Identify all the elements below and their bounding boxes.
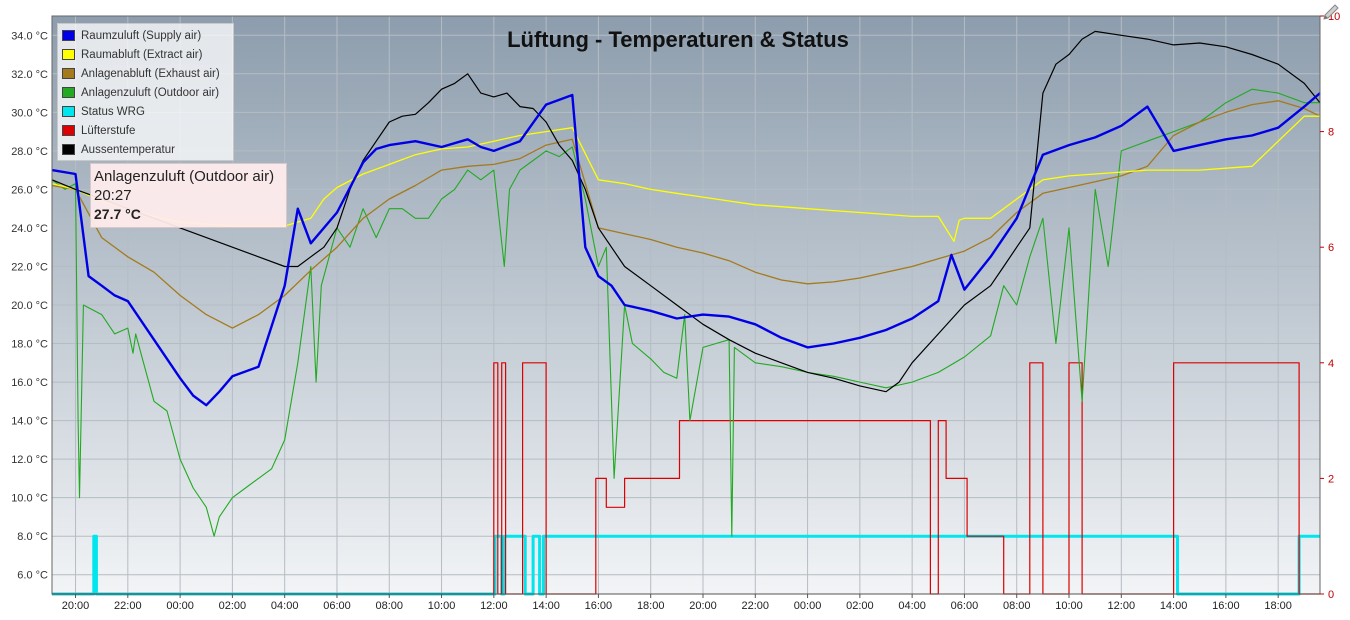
y-left-tick-label: 22.0 °C: [11, 261, 48, 273]
x-tick-label: 12:00: [480, 600, 508, 612]
x-tick-label: 20:00: [62, 600, 90, 612]
x-tick-label: 02:00: [219, 600, 247, 612]
legend-swatch: [62, 87, 75, 98]
x-tick-label: 10:00: [428, 600, 456, 612]
left-axis: 6.0 °C 8.0 °C 10.0 °C 12.0 °C 14.0 °C 16.0 °C…: [11, 30, 48, 581]
x-tick-label: 22:00: [114, 600, 142, 612]
x-tick-label: 04:00: [271, 600, 299, 612]
x-tick-label: 16:00: [1212, 600, 1240, 612]
x-axis: 20:00 22:00 00:00 02:00 04:00 06:00 08:00 10:00…: [62, 594, 1292, 612]
x-tick-label: 12:00: [1108, 600, 1136, 612]
legend-item[interactable]: Raumzuluft (Supply air): [58, 26, 233, 45]
legend-swatch: [62, 30, 75, 41]
legend-swatch: [62, 68, 75, 79]
x-tick-label: 20:00: [689, 600, 717, 612]
x-tick-label: 14:00: [532, 600, 560, 612]
legend-item[interactable]: Raumabluft (Extract air): [58, 45, 233, 64]
y-left-tick-label: 12.0 °C: [11, 454, 48, 466]
legend-item[interactable]: Anlagenzuluft (Outdoor air): [58, 83, 233, 102]
legend-label: Anlagenzuluft (Outdoor air): [81, 86, 220, 99]
y-left-tick-label: 18.0 °C: [11, 339, 48, 351]
x-tick-label: 16:00: [585, 600, 613, 612]
legend-label: Status WRG: [81, 105, 145, 118]
x-tick-label: 00:00: [794, 600, 822, 612]
legend-label: Raumabluft (Extract air): [81, 48, 203, 61]
y-left-tick-label: 24.0 °C: [11, 223, 48, 235]
x-tick-label: 02:00: [846, 600, 874, 612]
y-left-tick-label: 30.0 °C: [11, 107, 48, 119]
series-line-status-wrg: [52, 534, 1320, 596]
legend-swatch: [62, 49, 75, 60]
tooltip-value: 27.7 °C: [94, 206, 141, 222]
y-left-tick-label: 8.0 °C: [17, 531, 48, 543]
series-line-raumzuluft-supply-air: [51, 92, 1321, 407]
x-tick-label: 14:00: [1160, 600, 1188, 612]
y-right-tick-label: 2: [1328, 473, 1334, 485]
x-tick-label: 06:00: [951, 600, 979, 612]
legend-swatch: [62, 106, 75, 117]
x-tick-label: 06:00: [323, 600, 351, 612]
x-tick-label: 18:00: [1264, 600, 1292, 612]
x-tick-label: 08:00: [1003, 600, 1031, 612]
tooltip: Anlagenzuluft (Outdoor air) 20:27 27.7 °…: [90, 163, 287, 228]
x-tick-label: 04:00: [898, 600, 926, 612]
pencil-icon[interactable]: [1320, 1, 1342, 23]
legend-item[interactable]: Status WRG: [58, 102, 233, 121]
legend-item[interactable]: Lüfterstufe: [58, 121, 233, 140]
y-left-tick-label: 10.0 °C: [11, 493, 48, 505]
legend-label: Anlagenabluft (Exhaust air): [81, 67, 220, 80]
legend-swatch: [62, 125, 75, 136]
y-left-tick-label: 20.0 °C: [11, 300, 48, 312]
series-line-anlagenabluft-exhaust-air: [51, 100, 1321, 329]
x-tick-label: 18:00: [637, 600, 665, 612]
x-tick-label: 10:00: [1055, 600, 1083, 612]
x-tick-label: 00:00: [166, 600, 194, 612]
y-left-tick-label: 32.0 °C: [11, 69, 48, 81]
y-left-tick-label: 16.0 °C: [11, 377, 48, 389]
series-line-aussentemperatur: [51, 30, 1321, 393]
y-left-tick-label: 34.0 °C: [11, 30, 48, 42]
series-line-l-fterstufe: [52, 362, 1320, 595]
y-right-tick-label: 4: [1328, 358, 1334, 370]
legend-item[interactable]: Anlagenabluft (Exhaust air): [58, 64, 233, 83]
chart-title: Lüftung - Temperaturen & Status: [507, 27, 849, 52]
y-left-tick-label: 28.0 °C: [11, 146, 48, 158]
x-tick-label: 22:00: [742, 600, 770, 612]
tooltip-time: 20:27: [94, 187, 132, 204]
tooltip-series: Anlagenzuluft (Outdoor air): [94, 168, 275, 185]
series-layer: [51, 30, 1321, 596]
legend-label: Raumzuluft (Supply air): [81, 29, 202, 42]
legend-label: Aussentemperatur: [81, 143, 175, 156]
y-left-tick-label: 6.0 °C: [17, 570, 48, 582]
legend: Raumzuluft (Supply air) Raumabluft (Extra…: [57, 23, 234, 161]
legend-swatch: [62, 144, 75, 155]
y-right-tick-label: 8: [1328, 127, 1334, 139]
y-right-tick-label: 0: [1328, 589, 1334, 601]
x-tick-label: 08:00: [375, 600, 403, 612]
y-right-tick-label: 6: [1328, 242, 1334, 254]
series-line-anlagenzuluft-outdoor-air: [51, 88, 1320, 537]
y-left-tick-label: 26.0 °C: [11, 184, 48, 196]
legend-item[interactable]: Aussentemperatur: [58, 140, 233, 159]
legend-label: Lüfterstufe: [81, 124, 136, 137]
y-left-tick-label: 14.0 °C: [11, 416, 48, 428]
